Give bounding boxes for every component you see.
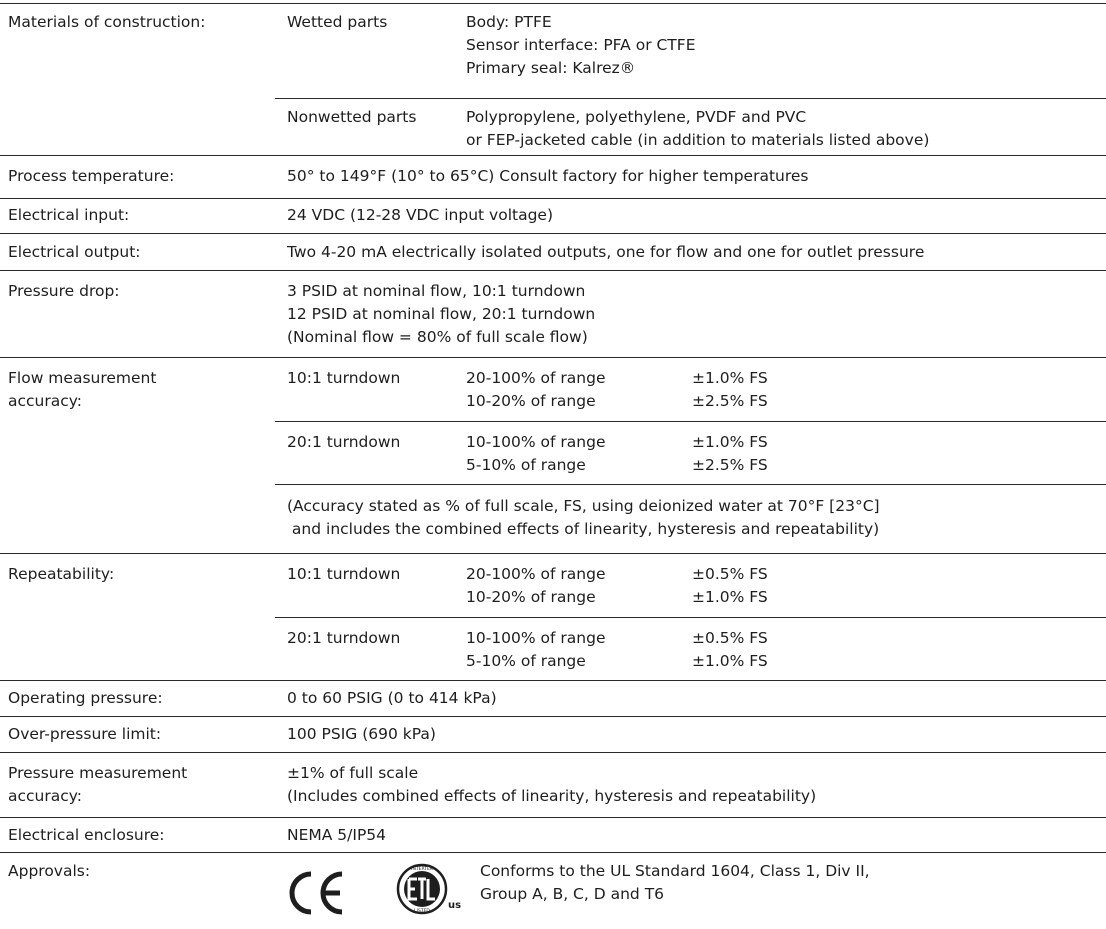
flow-turndown-label: 10:1 turndown: [287, 369, 401, 387]
row-label-materials: Materials of construction:: [8, 13, 206, 31]
row-label-repeatability: Repeatability:: [8, 565, 115, 583]
flow-turndown-label: 20:1 turndown: [287, 433, 401, 451]
row-label-pressure-accuracy-cont: accuracy:: [8, 787, 83, 805]
row-label-approvals: Approvals:: [8, 862, 91, 880]
process-temperature-value: 50° to 149°F (10° to 65°C) Consult facto…: [287, 167, 809, 185]
etl-suffix-text: us: [448, 900, 461, 911]
row-divider: [275, 484, 1106, 485]
repeat-range: 20-100% of range: [466, 565, 606, 583]
row-label-enclosure: Electrical enclosure:: [8, 826, 165, 844]
operating-pressure-value: 0 to 60 PSIG (0 to 414 kPa): [287, 689, 497, 707]
pressure-drop-line-3: (Nominal flow = 80% of full scale flow): [287, 328, 588, 346]
approvals-line-1: Conforms to the UL Standard 1604, Class …: [480, 862, 870, 880]
flow-range: 10-100% of range: [466, 433, 606, 451]
etl-top-text: INTERTEK: [411, 866, 434, 872]
sublabel-nonwetted-parts: Nonwetted parts: [287, 108, 417, 126]
flow-accuracy-note: and includes the combined effects of lin…: [287, 520, 880, 538]
row-divider: [0, 357, 1106, 358]
wetted-body: Body: PTFE: [466, 13, 552, 31]
repeat-turndown-label: 20:1 turndown: [287, 629, 401, 647]
row-divider: [275, 421, 1106, 422]
row-divider: [0, 752, 1106, 753]
etl-bottom-text: LISTED: [414, 908, 430, 914]
flow-range: 10-20% of range: [466, 392, 596, 410]
row-divider: [0, 270, 1106, 271]
flow-accuracy-value: ±1.0% FS: [692, 369, 768, 387]
row-divider: [0, 680, 1106, 681]
enclosure-value: NEMA 5/IP54: [287, 826, 387, 844]
row-label-over-pressure: Over-pressure limit:: [8, 725, 162, 743]
nonwetted-line-2: or FEP-jacketed cable (in addition to ma…: [466, 131, 930, 149]
flow-range: 5-10% of range: [466, 456, 586, 474]
wetted-sensor-interface: Sensor interface: PFA or CTFE: [466, 36, 696, 54]
pressure-drop-line-1: 3 PSID at nominal flow, 10:1 turndown: [287, 282, 586, 300]
flow-accuracy-value: ±2.5% FS: [692, 392, 768, 410]
row-divider: [0, 198, 1106, 199]
row-label-flow-accuracy-cont: accuracy:: [8, 392, 83, 410]
row-label-pressure-drop: Pressure drop:: [8, 282, 120, 300]
flow-accuracy-value: ±1.0% FS: [692, 433, 768, 451]
over-pressure-value: 100 PSIG (690 kPa): [287, 725, 436, 743]
repeat-value: ±1.0% FS: [692, 652, 768, 670]
row-divider: [0, 716, 1106, 717]
pressure-accuracy-line-2: (Includes combined effects of linearity,…: [287, 787, 817, 805]
electrical-input-value: 24 VDC (12-28 VDC input voltage): [287, 206, 553, 224]
wetted-primary-seal: Primary seal: Kalrez®: [466, 59, 636, 77]
ce-mark-icon: [289, 871, 343, 915]
row-divider: [0, 553, 1106, 554]
etl-listed-mark-icon: INTERTEK LISTED us: [396, 863, 461, 915]
row-label-process-temperature: Process temperature:: [8, 167, 175, 185]
pressure-drop-line-2: 12 PSID at nominal flow, 20:1 turndown: [287, 305, 596, 323]
nonwetted-line-1: Polypropylene, polyethylene, PVDF and PV…: [466, 108, 807, 126]
flow-accuracy-value: ±2.5% FS: [692, 456, 768, 474]
repeat-value: ±0.5% FS: [692, 629, 768, 647]
repeat-range: 10-20% of range: [466, 588, 596, 606]
row-divider: [0, 852, 1106, 853]
pressure-accuracy-line-1: ±1% of full scale: [287, 764, 419, 782]
flow-accuracy-note: (Accuracy stated as % of full scale, FS,…: [287, 497, 880, 515]
repeat-value: ±0.5% FS: [692, 565, 768, 583]
repeat-turndown-label: 10:1 turndown: [287, 565, 401, 583]
row-label-electrical-input: Electrical input:: [8, 206, 130, 224]
repeat-range: 10-100% of range: [466, 629, 606, 647]
row-label-pressure-accuracy: Pressure measurement: [8, 764, 188, 782]
row-label-electrical-output: Electrical output:: [8, 243, 141, 261]
row-divider: [0, 155, 1106, 156]
sublabel-wetted-parts: Wetted parts: [287, 13, 388, 31]
electrical-output-value: Two 4-20 mA electrically isolated output…: [287, 243, 925, 261]
row-divider: [275, 617, 1106, 618]
row-divider: [275, 98, 1106, 99]
flow-range: 20-100% of range: [466, 369, 606, 387]
row-label-flow-accuracy: Flow measurement: [8, 369, 157, 387]
approvals-line-2: Group A, B, C, D and T6: [480, 885, 665, 903]
repeat-range: 5-10% of range: [466, 652, 586, 670]
row-divider: [0, 233, 1106, 234]
table-top-rule: [0, 3, 1106, 4]
row-divider: [0, 817, 1106, 818]
repeat-value: ±1.0% FS: [692, 588, 768, 606]
row-label-operating-pressure: Operating pressure:: [8, 689, 163, 707]
